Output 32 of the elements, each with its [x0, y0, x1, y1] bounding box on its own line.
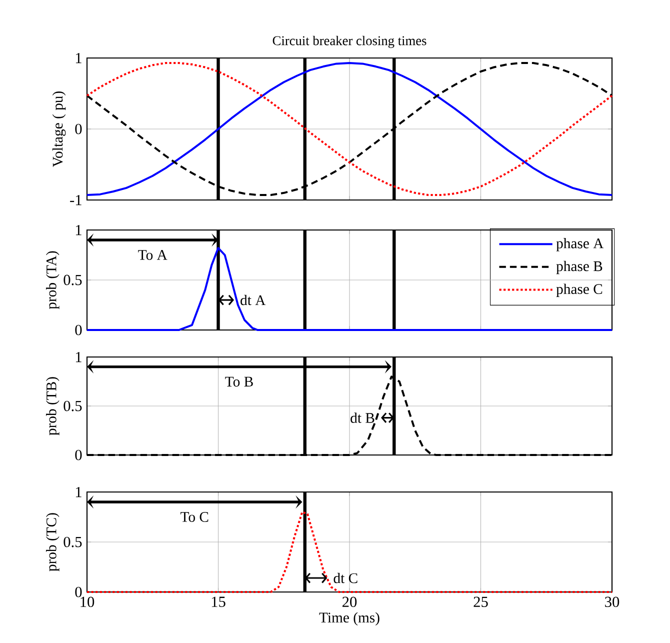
y-tick-label: 0	[75, 124, 82, 134]
y-tick-label: 0.5	[64, 400, 82, 412]
y-axis-title: prob (TB)	[46, 377, 60, 436]
x-axis-title: Time (ms)	[319, 612, 380, 626]
legend-label: phase B	[556, 260, 602, 274]
x-tick-label: 25	[474, 596, 488, 608]
x-tick-label: 15	[212, 596, 226, 607]
y-tick-label: 0.5	[64, 536, 82, 548]
y-tick-label: 1	[76, 486, 82, 498]
y-tick-label: 0.5	[64, 274, 82, 286]
annotation: To A	[138, 250, 168, 260]
x-tick-label: 10	[80, 596, 94, 608]
annotation: dt A	[240, 294, 266, 306]
x-tick-label: 30	[605, 596, 620, 608]
legend-label: phase A	[556, 238, 604, 252]
chart-title: Circuit breaker closing times	[272, 36, 426, 48]
annotation: To B	[225, 376, 253, 387]
y-tick-label: 1	[76, 224, 82, 236]
annotation: dt B	[350, 412, 374, 423]
y-axis-title: prob (TC)	[46, 513, 60, 572]
x-tick-label: 20	[342, 596, 357, 608]
annotation: dt C	[334, 572, 358, 584]
legend-label: phase C	[556, 284, 602, 297]
y-axis-title: prob (TA)	[46, 251, 60, 310]
y-tick-label: 0	[75, 450, 82, 460]
y-tick-label: 0	[75, 586, 82, 598]
annotation: To C	[180, 512, 208, 522]
y-axis-title: Voltage ( pu)	[52, 91, 66, 167]
y-tick-label: 1	[76, 352, 82, 362]
y-tick-label: 1	[76, 52, 82, 64]
y-tick-label: -1	[70, 194, 82, 206]
y-tick-label: 0	[75, 324, 82, 336]
